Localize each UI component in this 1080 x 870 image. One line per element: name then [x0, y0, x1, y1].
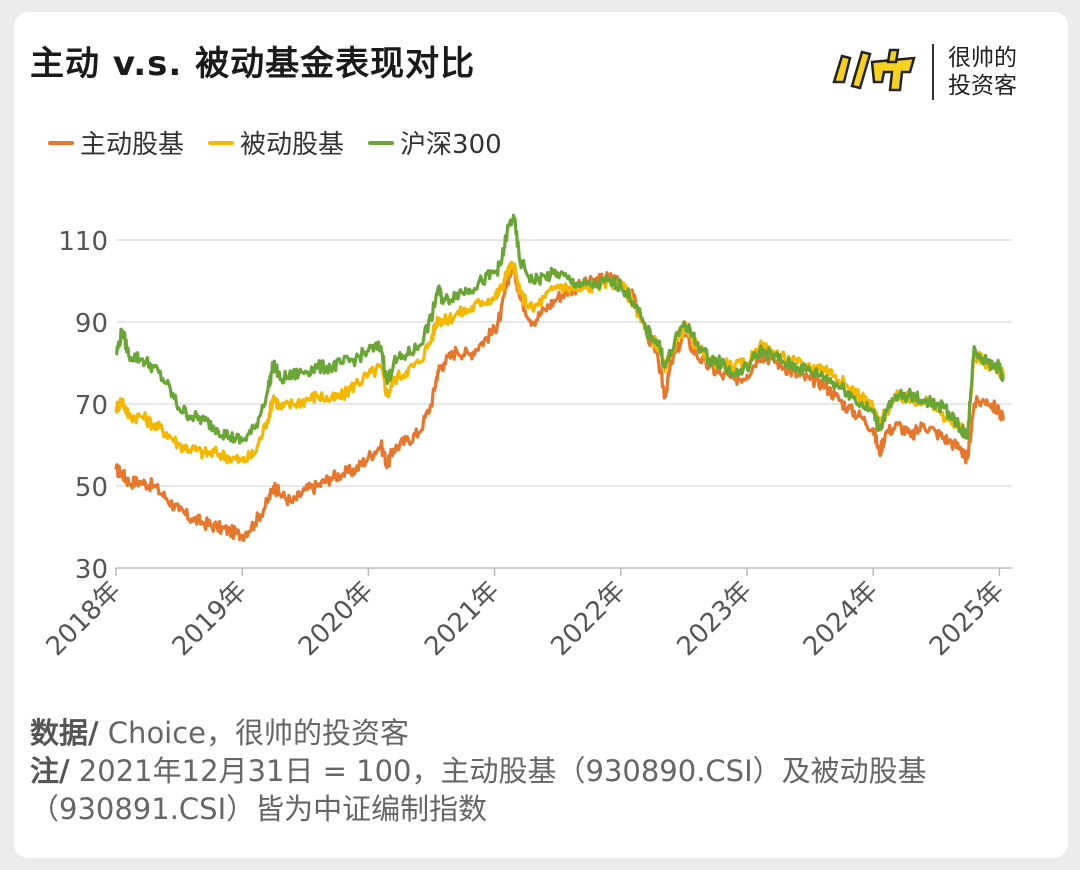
source-line: 数据/ Choice，很帅的投资客	[30, 714, 1050, 752]
yellow-brush-logo-icon	[832, 48, 916, 92]
y-tick-label: 50	[75, 473, 108, 503]
legend-swatch-passive	[208, 140, 235, 145]
series-line-0	[114, 262, 1005, 543]
x-tick-label: 2021年	[419, 576, 505, 662]
legend-item-csi300: 沪深300	[368, 124, 502, 161]
chart-title: 主动 v.s. 被动基金表现对比	[30, 44, 476, 84]
y-tick-label: 70	[75, 391, 108, 421]
x-tick-label: 2022年	[545, 576, 631, 662]
legend-item-passive: 被动股基	[208, 124, 344, 161]
x-tick-label: 2018年	[41, 576, 127, 662]
legend-swatch-csi300	[368, 140, 395, 145]
x-tick-label: 2025年	[924, 576, 1010, 662]
legend-item-active: 主动股基	[48, 124, 184, 161]
x-tick-label: 2019年	[167, 576, 253, 662]
source-label: 数据/	[30, 716, 99, 750]
y-tick-label: 30	[75, 555, 108, 585]
legend-swatch-active	[48, 140, 74, 145]
logo-line-2: 投资客	[948, 73, 1017, 99]
note-text: 2021年12月31日 = 100，主动股基（930890.CSI）及被动股基（…	[30, 754, 927, 826]
source-text: Choice，很帅的投资客	[98, 716, 410, 750]
x-tick-label: 2023年	[672, 576, 758, 662]
x-tick-label: 2024年	[798, 576, 884, 662]
logo-divider	[932, 44, 934, 100]
series-line-2	[114, 213, 1005, 445]
legend-label-active: 主动股基	[80, 130, 185, 160]
logo-text: 很帅的 投资客	[948, 44, 1017, 100]
legend-label-csi300: 沪深300	[400, 130, 502, 160]
chart-footer: 数据/ Choice，很帅的投资客 注/ 2021年12月31日 = 100，主…	[30, 714, 1050, 828]
chart-legend: 主动股基 被动股基 沪深300	[48, 124, 502, 161]
x-tick-label: 2020年	[293, 576, 379, 662]
line-chart: 30 50 70 90 110 2018年 2019年 2020年 2021年 2022年 2023…	[41, 213, 1012, 662]
legend-label-passive: 被动股基	[240, 130, 345, 160]
note-label: 注/	[30, 754, 70, 788]
note-line: 注/ 2021年12月31日 = 100，主动股基（930890.CSI）及被动…	[30, 752, 1050, 828]
logo-line-1: 很帅的	[948, 45, 1017, 71]
brand-logo: 很帅的 投资客	[828, 40, 1038, 102]
y-tick-label: 110	[58, 227, 108, 257]
series-line-1	[114, 260, 1005, 465]
y-tick-label: 90	[75, 309, 108, 339]
